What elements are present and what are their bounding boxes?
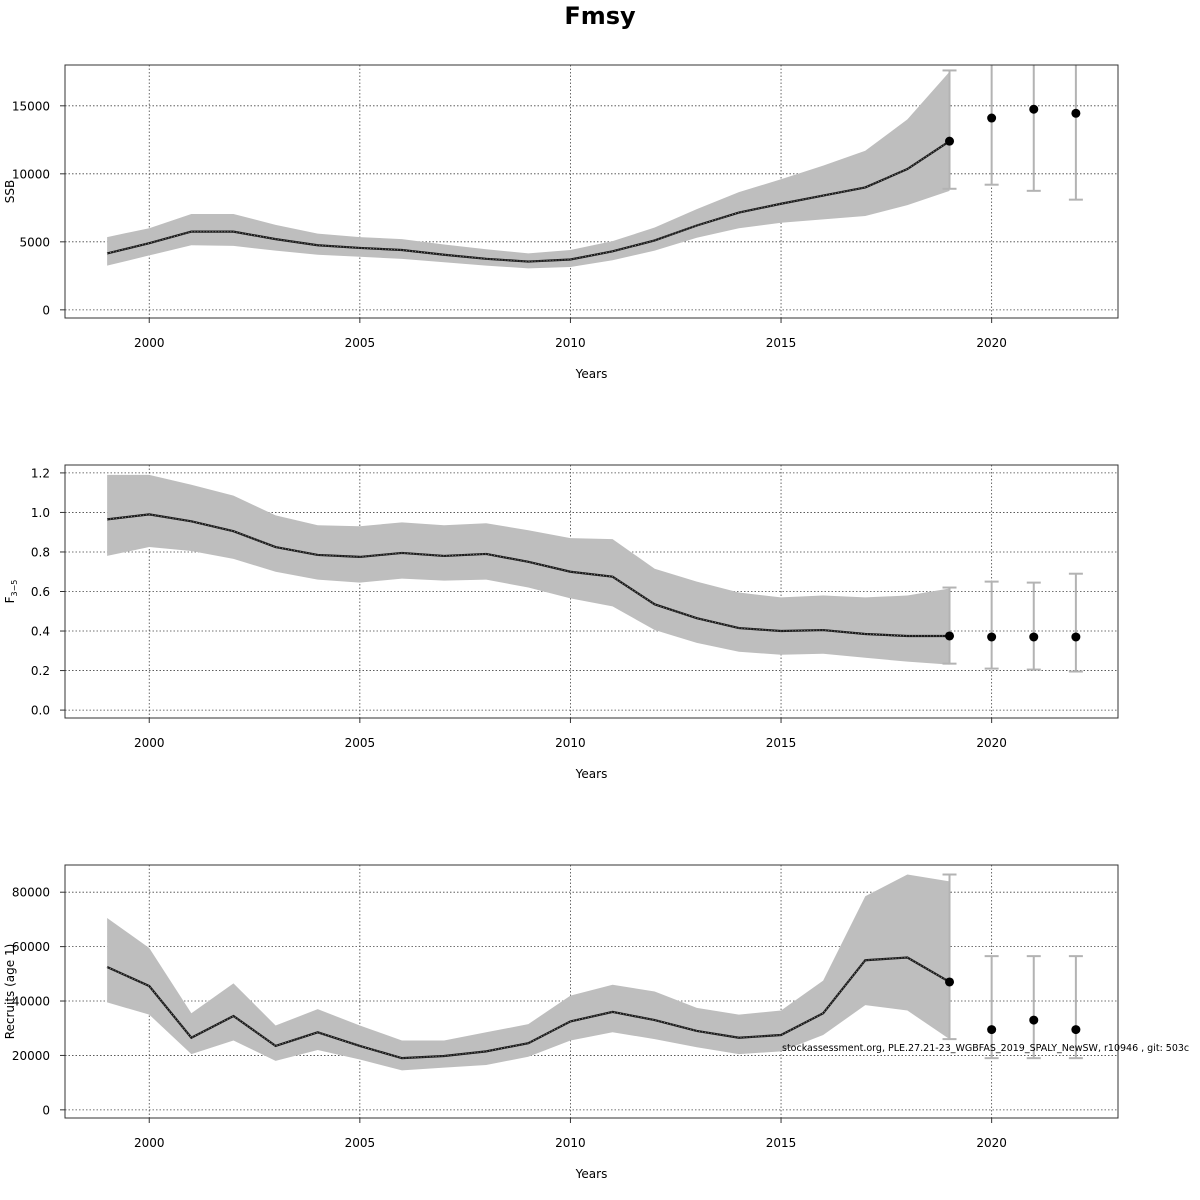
y-tick-label: 1.0 [31, 506, 50, 520]
y-axis-label: SSB [3, 180, 17, 203]
confidence-band [107, 474, 950, 665]
forecast-point [945, 631, 955, 641]
forecast-point [987, 1025, 997, 1035]
y-tick-label: 1.2 [31, 466, 50, 480]
forecast-point [987, 632, 997, 642]
y-tick-label: 0.0 [31, 704, 50, 718]
confidence-band [107, 874, 950, 1071]
x-tick-label: 2010 [555, 736, 586, 750]
estimate-line-dots [106, 957, 950, 1059]
y-tick-label: 15000 [12, 99, 50, 113]
x-tick-label: 2020 [976, 336, 1007, 350]
forecast-point [987, 113, 997, 123]
x-tick-label: 2020 [976, 1136, 1007, 1150]
y-axis-label: Recruits (age 1) [3, 944, 17, 1040]
x-tick-label: 2005 [345, 1136, 376, 1150]
y-tick-label: 20000 [12, 1049, 50, 1063]
x-tick-label: 2005 [345, 336, 376, 350]
y-tick-label: 0.8 [31, 545, 50, 559]
y-tick-label: 0.2 [31, 664, 50, 678]
panel-ssb: 2000 2005 2010 2015 2020 0 5000 10000 15000 Years… [3, 64, 1119, 381]
x-tick-label: 2015 [766, 1136, 797, 1150]
y-tick-label: 5000 [19, 235, 50, 249]
y-tick-label: 0.4 [31, 625, 50, 639]
y-tick-label: 0 [42, 303, 50, 317]
panel-fbar: 2000 2005 2010 2015 2020 0.0 0.2 0.4 0.6 0.8 1.0 1.… [3, 464, 1119, 781]
x-tick-label: 2015 [766, 736, 797, 750]
forecast-point [1071, 632, 1081, 642]
y-tick-label: 0.6 [31, 585, 50, 599]
estimate-line-dots [107, 140, 950, 263]
y-tick-label: 10000 [12, 167, 50, 181]
x-tick-label: 2010 [555, 1136, 586, 1150]
y-axis-label-subscript: 3−5 [10, 580, 19, 597]
plot-frame [64, 864, 1119, 1119]
x-tick-label: 2015 [766, 336, 797, 350]
plot-frame [64, 64, 1119, 319]
x-tick-label: 2000 [134, 736, 165, 750]
forecast-point [1029, 104, 1039, 114]
forecast-point [1071, 1025, 1081, 1035]
x-tick-label: 2020 [976, 736, 1007, 750]
y-tick-label: 40000 [12, 995, 50, 1009]
credit-note: stockassessment.org, PLE.27.21-23_WGBFAS… [782, 1043, 1189, 1054]
x-tick-label: 2010 [555, 336, 586, 350]
x-axis-label: Years [575, 367, 608, 381]
forecast-point [1029, 1015, 1039, 1025]
x-axis-label: Years [575, 767, 608, 781]
forecast-point [945, 977, 955, 987]
y-tick-label: 60000 [12, 940, 50, 954]
x-tick-label: 2000 [134, 336, 165, 350]
estimate-line [106, 513, 950, 638]
figure-title: Fmsy [564, 2, 636, 30]
x-axis-label: Years [575, 1167, 608, 1181]
y-axis-label: F3−5 [3, 580, 19, 604]
y-tick-label: 80000 [12, 886, 50, 900]
panels: 2000 2005 2010 2015 2020 0 5000 10000 15000 Years… [3, 64, 1119, 1181]
x-tick-label: 2005 [345, 736, 376, 750]
confidence-band [107, 71, 950, 269]
forecast-point [1071, 108, 1081, 118]
panel-recruits: 2000 2005 2010 2015 2020 0 20000 40000 60000 8000… [3, 864, 1119, 1181]
y-tick-label: 0 [42, 1103, 50, 1117]
forecast-point [1029, 632, 1039, 642]
x-tick-label: 2000 [134, 1136, 165, 1150]
forecast-point [945, 136, 955, 146]
